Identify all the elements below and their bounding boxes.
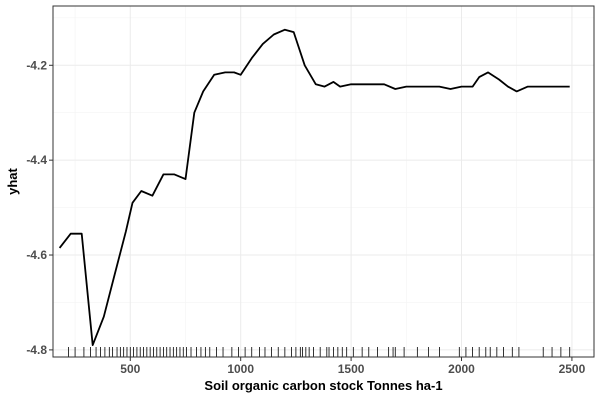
x-tick-label: 1500	[338, 362, 365, 376]
y-tick-label: -4.2	[26, 58, 47, 72]
x-axis-ticks: 500 1000 1500 2000 2500	[120, 357, 586, 376]
x-tick-label: 500	[120, 362, 140, 376]
minor-gridlines	[53, 6, 594, 357]
x-tick-label: 2000	[448, 362, 475, 376]
series-line	[58, 28, 570, 347]
y-axis-title: yhat	[5, 167, 20, 194]
y-axis-ticks: -4.8 -4.6 -4.4 -4.2	[26, 58, 53, 357]
x-axis-title: Soil organic carbon stock Tonnes ha-1	[204, 378, 442, 393]
x-tick-label: 1000	[227, 362, 254, 376]
rug-marks	[68, 347, 571, 357]
panel-border	[52, 5, 595, 358]
series-lines	[58, 28, 570, 347]
y-tick-label: -4.4	[26, 153, 47, 167]
major-gridlines	[53, 6, 594, 357]
y-tick-label: -4.6	[26, 248, 47, 262]
y-tick-label: -4.8	[26, 343, 47, 357]
x-tick-label: 2500	[559, 362, 586, 376]
